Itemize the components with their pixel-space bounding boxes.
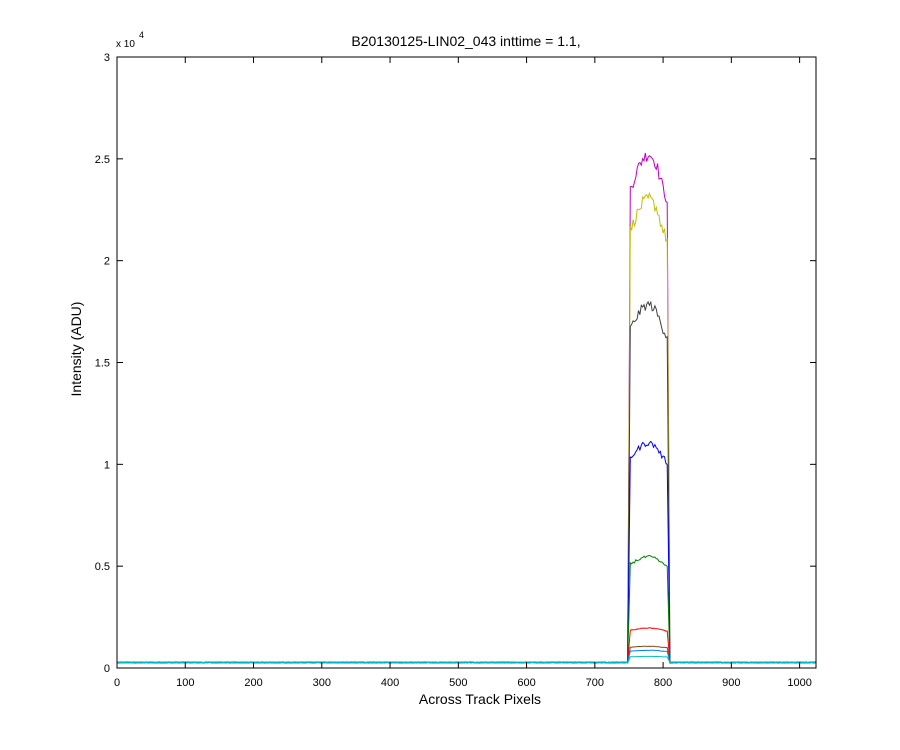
x-tick-label: 600: [517, 677, 535, 689]
x-tick-label: 300: [313, 677, 331, 689]
y-tick-label: 0.5: [95, 561, 110, 573]
x-axis-label: Across Track Pixels: [419, 691, 541, 707]
x-tick-label: 0: [114, 677, 120, 689]
y-axis-label: Intensity (ADU): [68, 302, 84, 397]
plot-area: 0 100 200 300 400 500 600 700 800 900 1000 0 0.5 1 1.5…: [95, 52, 817, 689]
y-tick-label: 3: [104, 52, 110, 64]
y-exponent-value: 4: [139, 30, 144, 40]
x-tick-label: 1000: [787, 677, 811, 689]
y-tick-label: 2: [104, 256, 110, 268]
y-tick-label: 0: [104, 663, 110, 675]
x-tick-label: 100: [176, 677, 194, 689]
x-tick-label: 800: [654, 677, 672, 689]
x-tick-label: 900: [722, 677, 740, 689]
chart-title: B20130125-LIN02_043 inttime = 1.1,: [351, 33, 580, 49]
y-tick-label: 2.5: [95, 154, 110, 166]
y-tick-label: 1.5: [95, 358, 110, 370]
y-tick-label: 1: [104, 459, 110, 471]
x-tick-label: 700: [586, 677, 604, 689]
x-tick-label: 500: [449, 677, 467, 689]
series-line-9: [116, 655, 817, 664]
y-exponent-label: x 10: [116, 39, 135, 50]
x-tick-label: 400: [381, 677, 399, 689]
x-tick-label: 200: [244, 677, 262, 689]
